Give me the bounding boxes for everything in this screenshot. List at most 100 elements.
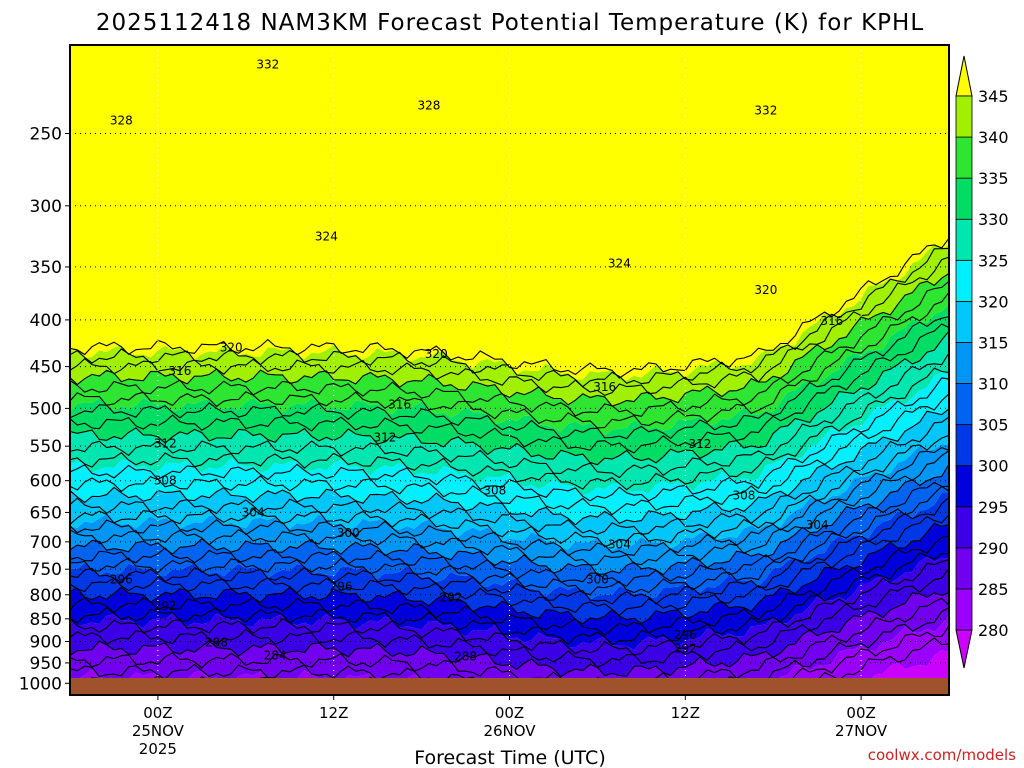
x-tick-label: 00Z xyxy=(495,704,524,722)
contour-line-308 xyxy=(70,481,949,587)
colorbar-label: 325 xyxy=(978,251,1009,270)
filled-bands xyxy=(70,45,949,695)
contour-label: 328 xyxy=(110,114,133,128)
y-tick-label: 600 xyxy=(30,472,62,492)
contour-label: 308 xyxy=(154,474,177,488)
theta-band xyxy=(70,523,949,650)
theta-band xyxy=(70,45,949,381)
contour-line-296 xyxy=(70,552,949,646)
colorbar-label: 320 xyxy=(978,292,1009,311)
y-tick-label: 950 xyxy=(30,654,62,674)
colorbar-swatch xyxy=(955,588,973,631)
contour-line-318 xyxy=(70,416,949,536)
theta-band xyxy=(70,492,949,624)
contour-label: 320 xyxy=(220,341,243,355)
y-tick-label: 300 xyxy=(30,197,62,217)
contour-label: 320 xyxy=(425,347,448,361)
contour-label: 292 xyxy=(154,599,177,613)
contour-line-310 xyxy=(70,463,949,576)
colorbar-bottom-arrow xyxy=(955,629,973,669)
contour-line-322 xyxy=(70,393,949,516)
x-tick-label: 00Z xyxy=(846,704,875,722)
contour-label: 284 xyxy=(264,648,287,662)
y-tick-label: 750 xyxy=(30,560,62,580)
contour-label: 288 xyxy=(205,635,228,649)
contour-label: 316 xyxy=(168,364,191,378)
contour-label: 304 xyxy=(242,505,265,519)
contour-label: 308 xyxy=(732,489,755,503)
y-tick-label: 900 xyxy=(30,632,62,652)
x-tick-label: 26NOV xyxy=(483,722,536,740)
colorbar-label: 315 xyxy=(978,333,1009,352)
contour-label: 296 xyxy=(110,573,133,587)
theta-band xyxy=(70,592,949,695)
colorbar-label: 285 xyxy=(978,580,1009,599)
colorbar-swatch xyxy=(955,259,973,302)
y-tick-label: 350 xyxy=(30,258,62,278)
contour-line-328 xyxy=(70,352,949,479)
contour-line-334 xyxy=(70,316,949,440)
contour-line-346 xyxy=(70,237,949,379)
chart-title: 2025112418 NAM3KM Forecast Potential Tem… xyxy=(96,10,924,36)
contour-lines xyxy=(70,237,949,695)
contour-label: 316 xyxy=(593,380,616,394)
contour-line-338 xyxy=(70,280,949,417)
contour-label: 328 xyxy=(417,99,440,113)
contour-label: 304 xyxy=(806,518,829,532)
colorbar-swatch xyxy=(955,424,973,467)
contour-label: 288 xyxy=(454,650,477,664)
contour-line-320 xyxy=(70,408,949,526)
contour-line-314 xyxy=(70,446,949,557)
x-tick-label: 00Z xyxy=(143,704,172,722)
contour-label: 332 xyxy=(754,104,777,118)
y-tick-label: 400 xyxy=(30,311,62,331)
contour-line-324 xyxy=(70,377,949,502)
colorbar-swatch xyxy=(955,95,973,138)
y-tick-label: 700 xyxy=(30,533,62,553)
contour-line-302 xyxy=(70,514,949,617)
colorbar-swatch xyxy=(955,300,973,343)
colorbar-label: 290 xyxy=(978,539,1009,558)
theta-band xyxy=(70,372,949,525)
y-tick-label: 650 xyxy=(30,503,62,523)
y-tick-label: 850 xyxy=(30,610,62,630)
theta-band xyxy=(70,444,949,575)
colorbar-swatch xyxy=(955,342,973,384)
contour-label: 296 xyxy=(674,628,697,642)
colorbar-swatch xyxy=(955,218,973,261)
y-tick-label: 450 xyxy=(30,358,62,378)
colorbar-swatch xyxy=(955,506,973,549)
colorbar-label: 345 xyxy=(978,87,1009,106)
colorbar-swatch xyxy=(955,547,973,590)
ground-surface xyxy=(70,678,949,695)
contour-label: 304 xyxy=(608,538,631,552)
y-tick-label: 550 xyxy=(30,437,62,457)
contour-line-344 xyxy=(70,247,949,388)
colorbar-label: 305 xyxy=(978,416,1009,435)
colorbar-label: 335 xyxy=(978,169,1009,188)
y-tick-label: 1000 xyxy=(19,674,62,694)
x-tick-label: 12Z xyxy=(319,704,348,722)
colorbar-swatch xyxy=(955,383,973,426)
theta-band xyxy=(70,244,949,407)
x-tick-label: 27NOV xyxy=(835,722,888,740)
y-tick-label: 500 xyxy=(30,399,62,419)
contour-label: 292 xyxy=(439,591,462,605)
y-tick-label: 800 xyxy=(30,586,62,606)
contour-label: 312 xyxy=(374,430,397,444)
colorbar-top-arrow xyxy=(955,55,973,97)
contour-label: 312 xyxy=(688,437,711,451)
contour-label: 296 xyxy=(330,579,353,593)
colorbar-swatch xyxy=(955,465,973,508)
colorbar-swatch xyxy=(955,177,973,220)
y-tick-label: 250 xyxy=(30,124,62,144)
grid-lines xyxy=(70,45,949,695)
x-tick-label: 2025 xyxy=(139,740,177,758)
theta-band xyxy=(70,408,949,551)
contour-label: 312 xyxy=(154,436,177,450)
colorbar-swatch xyxy=(955,136,973,179)
plot-area: 332 332 328 328 324 324 320 320 320 316 316 316 316 3… xyxy=(70,45,949,695)
contour-label: 300 xyxy=(586,573,609,587)
